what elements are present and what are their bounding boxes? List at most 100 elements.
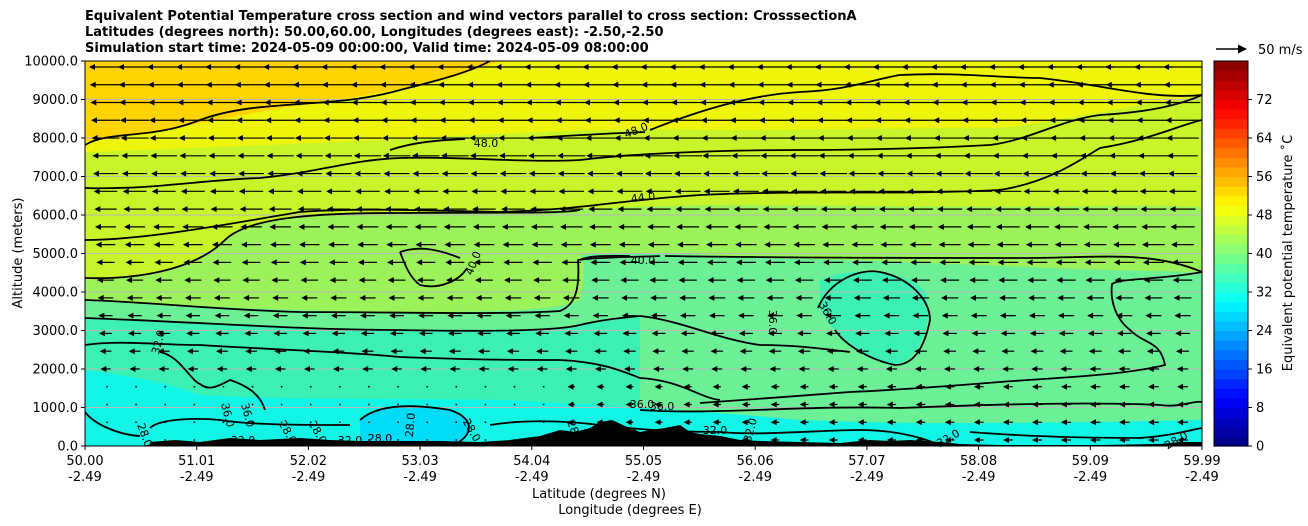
wind-vector-head <box>1002 383 1009 390</box>
wind-vector-head <box>1108 135 1115 142</box>
colorbar-tick-label: 56 <box>1256 170 1273 185</box>
wind-vector-head <box>594 365 601 372</box>
colorbar-segment <box>1214 417 1248 428</box>
wind-vector-head <box>186 330 193 337</box>
wind-vector-head <box>178 135 185 142</box>
wind-vector-head <box>242 277 249 284</box>
wind-vector-head <box>416 259 423 266</box>
wind-vector-head <box>506 330 513 337</box>
wind-vector-head <box>361 348 368 355</box>
y-tick-label: 0.0 <box>57 440 78 455</box>
wind-vector-head <box>469 135 476 142</box>
wind-vector-head <box>178 117 185 124</box>
wind-vector-head <box>1059 348 1066 355</box>
wind-vector-head <box>873 81 880 88</box>
wind-vector-head <box>702 152 709 159</box>
wind-vector-head <box>529 188 536 195</box>
wind-vector-head <box>330 312 337 319</box>
wind-vector-head <box>446 294 453 301</box>
wind-vector-head <box>770 419 777 426</box>
wind-vector-head <box>823 277 830 284</box>
x-tick-longitude: -2.49 <box>180 470 214 485</box>
wind-vector-head <box>415 241 422 248</box>
wind-vector-head <box>907 206 914 213</box>
wind-vector-head <box>644 170 651 177</box>
wind-vector-head <box>176 81 183 88</box>
wind-vector-head <box>939 259 946 266</box>
wind-vector-head <box>1139 188 1146 195</box>
wind-vector-head <box>1109 170 1116 177</box>
wind-vector-head <box>623 348 630 355</box>
wind-vector-head <box>852 259 859 266</box>
wind-vector-head <box>902 81 909 88</box>
wind-vector-head <box>1163 81 1170 88</box>
wind-vector-head <box>179 152 186 159</box>
wind-vector-head <box>828 383 835 390</box>
wind-vector <box>426 385 429 388</box>
wind-vector-head <box>122 188 129 195</box>
wind-vector-head <box>671 99 678 106</box>
contour-label-text: 32.0 <box>741 417 760 444</box>
wind-vector-head <box>413 188 420 195</box>
colorbar-tick-label: 48 <box>1256 209 1273 224</box>
wind-vector-head <box>818 152 825 159</box>
wind-vector-head <box>119 99 126 106</box>
wind-vector-head <box>708 294 715 301</box>
wind-vector-head <box>152 206 159 213</box>
contour-36-b <box>85 315 851 353</box>
wind-vector-head <box>904 117 911 124</box>
wind-vector-head <box>799 419 806 426</box>
contour-label: 28.0 <box>653 428 678 441</box>
wind-vector-head <box>562 294 569 301</box>
wind-vector-head <box>886 383 893 390</box>
x-tick-longitude: -2.49 <box>627 470 661 485</box>
wind-vector-head <box>846 117 853 124</box>
wind-vector-head <box>1145 312 1152 319</box>
wind-vector-head <box>292 81 299 88</box>
wind-vector-head <box>654 383 661 390</box>
contour-label: 44.0 <box>630 189 656 205</box>
wind-vector-head <box>1110 188 1117 195</box>
wind-vector-head <box>1049 117 1056 124</box>
wind-vector-head <box>1175 348 1182 355</box>
wind-vector-head <box>331 330 338 337</box>
wind-vector-head <box>905 152 912 159</box>
wind-vector-head <box>616 188 623 195</box>
wind-vector-head <box>886 419 893 426</box>
colorbar-label: Equivalent potential temperature ˚C <box>1280 135 1296 371</box>
wind-vector-head <box>735 241 742 248</box>
wind-vector-head <box>236 135 243 142</box>
wind-vector-head <box>712 401 719 408</box>
wind-vector-head <box>245 365 252 372</box>
y-tick-label: 7000.0 <box>33 170 79 185</box>
wind-vector <box>368 385 370 388</box>
contour-label-text: 28.0 <box>368 432 393 445</box>
wind-vector-head <box>853 294 860 301</box>
wind-vector-head <box>324 152 331 159</box>
wind-vector-head <box>932 99 939 106</box>
wind-vector-head <box>1080 170 1087 177</box>
wind-vector-head <box>1048 99 1055 106</box>
wind-vector-head <box>963 152 970 159</box>
wind-vector-head <box>292 64 299 70</box>
contour-28-b <box>359 405 470 446</box>
wind-vector-head <box>756 64 763 70</box>
wind-vector-head <box>210 206 217 213</box>
wind-vector-head <box>647 223 654 230</box>
wind-vector <box>222 403 225 406</box>
wind-vector-head <box>901 64 908 70</box>
wind-vector-head <box>592 312 599 319</box>
wind-vector <box>309 421 312 424</box>
wind-vector <box>426 439 429 441</box>
x-tick-latitude: 55.05 <box>625 454 662 469</box>
wind-vector <box>338 403 341 406</box>
wind-vector-head <box>353 152 360 159</box>
wind-vector-head <box>478 365 485 372</box>
wind-vector-head <box>816 99 823 106</box>
wind-vector-head <box>612 99 619 106</box>
wind-vector-head <box>95 241 102 248</box>
wind-vector-head <box>596 383 603 390</box>
wind-vector-head <box>525 81 532 88</box>
wind-vector-head <box>297 206 304 213</box>
wind-vector-head <box>1054 241 1061 248</box>
